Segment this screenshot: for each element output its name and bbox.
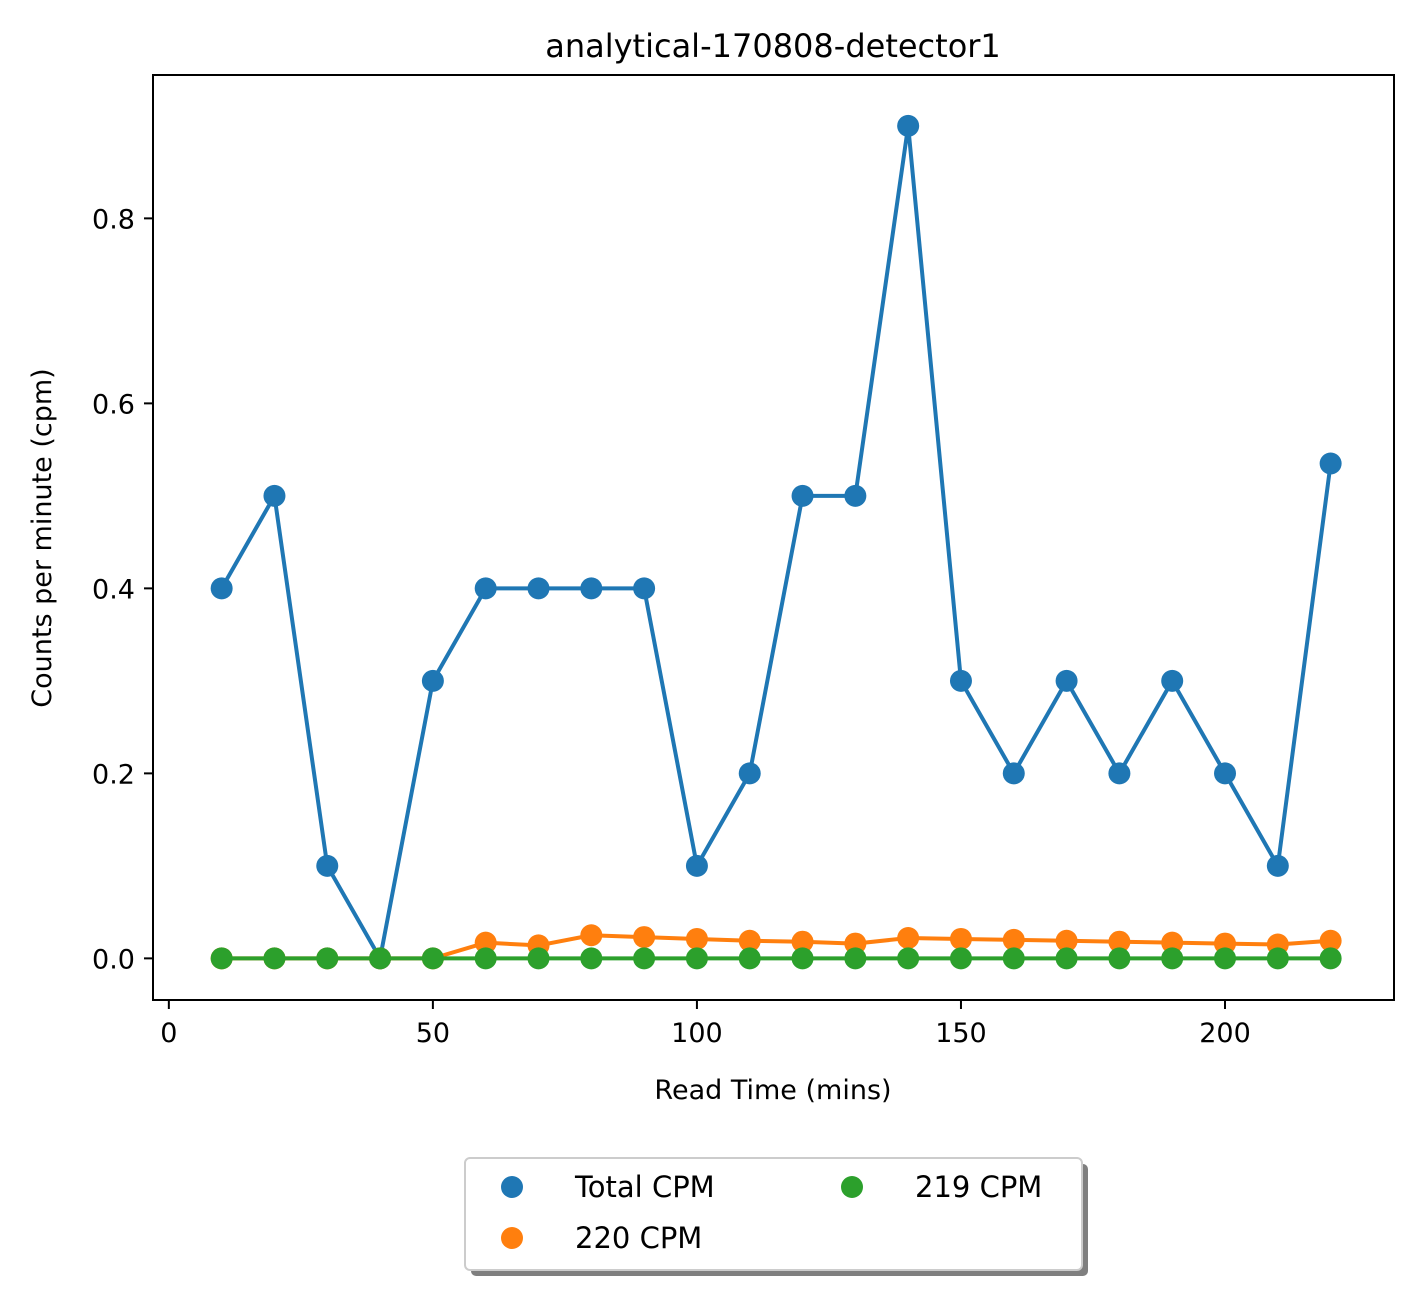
legend-marker bbox=[501, 1227, 523, 1249]
data-point bbox=[738, 947, 761, 970]
data-point bbox=[685, 947, 708, 970]
data-point bbox=[1319, 947, 1342, 970]
legend-box bbox=[464, 1157, 1083, 1271]
data-point bbox=[844, 947, 867, 970]
legend: Total CPM 220 CPM 219 CPM bbox=[464, 1157, 1088, 1276]
legend-marker bbox=[501, 1176, 523, 1198]
data-point bbox=[474, 577, 497, 600]
data-point bbox=[949, 927, 972, 950]
data-point bbox=[1266, 947, 1289, 970]
data-point bbox=[949, 669, 972, 692]
data-point bbox=[791, 930, 814, 953]
data-point bbox=[527, 947, 550, 970]
data-point bbox=[1002, 947, 1025, 970]
data-point bbox=[1161, 931, 1184, 954]
y-tick-label: 0.6 bbox=[92, 389, 135, 420]
x-axis: 0 50 100 150 200 bbox=[160, 1000, 1251, 1049]
data-point bbox=[1214, 947, 1237, 970]
x-tick-label: 100 bbox=[671, 1018, 723, 1049]
series-3 bbox=[210, 947, 1342, 970]
data-point bbox=[1214, 762, 1237, 785]
data-point bbox=[1055, 929, 1078, 952]
data-point bbox=[369, 947, 392, 970]
y-tick-label: 0.0 bbox=[92, 944, 135, 975]
data-point bbox=[1108, 947, 1131, 970]
data-point bbox=[1002, 928, 1025, 951]
legend-label: 219 CPM bbox=[915, 1170, 1042, 1204]
data-point bbox=[897, 947, 920, 970]
series-line bbox=[219, 123, 1333, 961]
x-axis-title: Read Time (mins) bbox=[654, 1075, 891, 1106]
data-point bbox=[738, 929, 761, 952]
y-axis: 0.0 0.2 0.4 0.6 0.8 bbox=[92, 204, 153, 975]
data-point bbox=[580, 577, 603, 600]
legend-label: Total CPM bbox=[574, 1170, 715, 1204]
data-point bbox=[1319, 929, 1342, 952]
data-point bbox=[1266, 854, 1289, 877]
data-point bbox=[685, 854, 708, 877]
legend-item: 219 CPM bbox=[841, 1170, 1042, 1204]
legend-item: 220 CPM bbox=[501, 1221, 702, 1255]
x-tick-label: 150 bbox=[935, 1018, 987, 1049]
data-point bbox=[633, 577, 656, 600]
data-point bbox=[580, 947, 603, 970]
data-point bbox=[633, 947, 656, 970]
data-point bbox=[316, 947, 339, 970]
data-point bbox=[685, 927, 708, 950]
data-point bbox=[633, 926, 656, 949]
data-point bbox=[263, 484, 286, 507]
x-tick-label: 0 bbox=[160, 1018, 177, 1049]
data-point bbox=[1161, 669, 1184, 692]
data-point bbox=[421, 947, 444, 970]
data-point bbox=[1108, 930, 1131, 953]
data-point bbox=[210, 577, 233, 600]
data-point bbox=[844, 484, 867, 507]
y-tick-label: 0.8 bbox=[92, 204, 135, 235]
data-point bbox=[316, 854, 339, 877]
data-point bbox=[1161, 947, 1184, 970]
plot-area bbox=[210, 114, 1342, 970]
data-point bbox=[1002, 762, 1025, 785]
series-1 bbox=[210, 114, 1342, 970]
data-point bbox=[421, 669, 444, 692]
x-tick-label: 200 bbox=[1199, 1018, 1251, 1049]
data-point bbox=[791, 947, 814, 970]
data-point bbox=[949, 947, 972, 970]
data-point bbox=[897, 927, 920, 950]
data-point bbox=[1319, 452, 1342, 475]
x-tick-label: 50 bbox=[416, 1018, 450, 1049]
data-point bbox=[1108, 762, 1131, 785]
data-point bbox=[1055, 947, 1078, 970]
data-point bbox=[580, 924, 603, 947]
y-tick-label: 0.2 bbox=[92, 759, 135, 790]
y-tick-label: 0.4 bbox=[92, 574, 135, 605]
data-point bbox=[210, 947, 233, 970]
chart-title: analytical-170808-detector1 bbox=[545, 27, 1001, 65]
data-point bbox=[474, 947, 497, 970]
legend-marker bbox=[841, 1176, 863, 1198]
data-point bbox=[738, 762, 761, 785]
data-point bbox=[791, 484, 814, 507]
data-point bbox=[897, 114, 920, 137]
data-point bbox=[474, 931, 497, 954]
legend-item: Total CPM bbox=[501, 1170, 715, 1204]
data-point bbox=[1055, 669, 1078, 692]
axes-frame bbox=[152, 74, 1395, 1001]
y-axis-title: Counts per minute (cpm) bbox=[27, 368, 58, 707]
data-point bbox=[263, 947, 286, 970]
legend-label: 220 CPM bbox=[575, 1221, 702, 1255]
data-point bbox=[527, 577, 550, 600]
